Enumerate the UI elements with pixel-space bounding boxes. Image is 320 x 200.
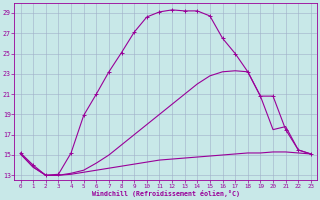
X-axis label: Windchill (Refroidissement éolien,°C): Windchill (Refroidissement éolien,°C) (92, 190, 240, 197)
